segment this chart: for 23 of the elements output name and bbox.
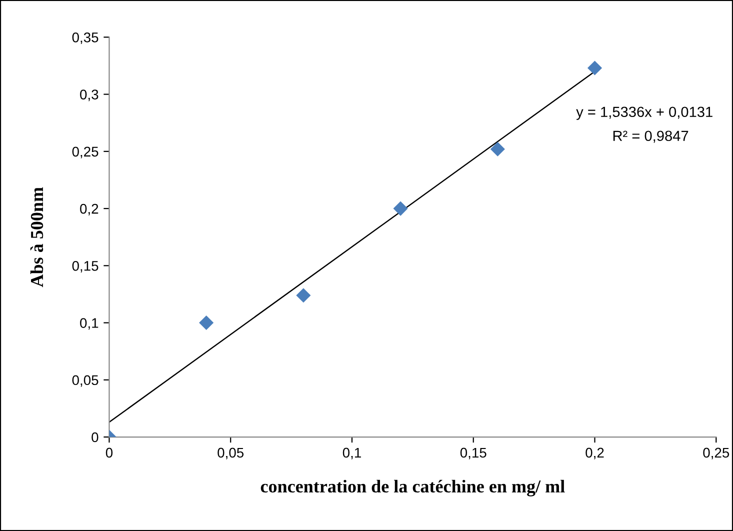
y-tick-label: 0,35 (72, 32, 98, 44)
x-axis-title: concentration de la catéchine en mg/ ml (260, 480, 565, 496)
y-tick-label: 0,2 (80, 204, 98, 216)
x-tick-label: 0,05 (218, 448, 244, 460)
y-tick-label: 0,3 (80, 90, 98, 102)
annotation: R² = 0,9847 (613, 130, 688, 143)
y-tick-label: 0,25 (72, 146, 98, 158)
point (199, 315, 214, 330)
x-tick-label: 0 (106, 448, 113, 458)
x-tick-label: 0,15 (460, 448, 486, 460)
y-tick-label: 0,05 (72, 375, 98, 387)
y-axis-title: Abs à 500nm (30, 187, 44, 288)
x-tick-label: 0,2 (586, 448, 604, 460)
y-tick-label: 0 (92, 432, 98, 442)
y-tick-label: 0,15 (72, 260, 98, 272)
point (490, 142, 505, 156)
point (296, 288, 311, 303)
y-tick-label: 0,1 (80, 318, 98, 330)
point (393, 201, 408, 216)
annotation: y = 1,5336x + 0,0131 (576, 106, 712, 120)
x-tick-label: 0,25 (703, 448, 730, 460)
point (587, 60, 602, 76)
x-tick-label: 0,1 (342, 448, 361, 460)
